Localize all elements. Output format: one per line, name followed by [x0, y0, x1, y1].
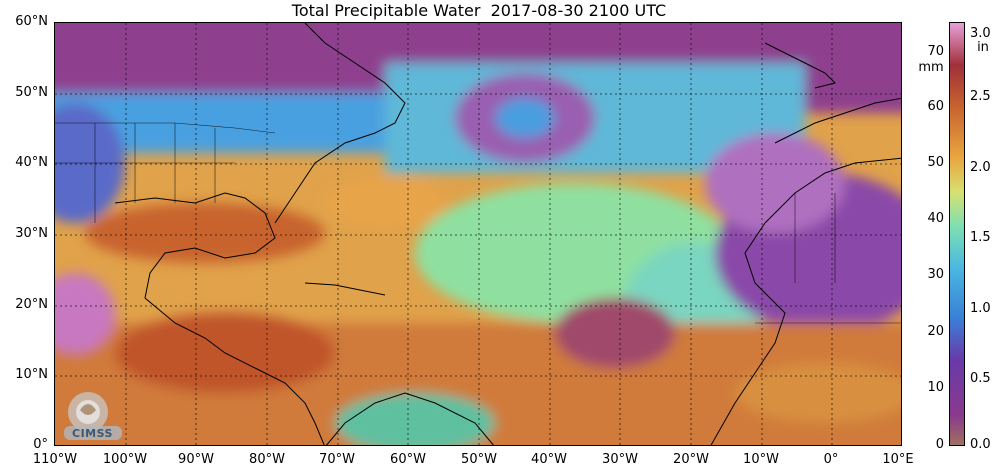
lon-label: 50°W [461, 452, 497, 467]
lon-label: 70°W [319, 452, 355, 467]
lon-label: 40°W [531, 452, 567, 467]
in-tick: 1.5 [970, 230, 991, 245]
cimss-logo-icon [64, 392, 122, 440]
lat-label: 40°N [15, 155, 48, 170]
mm-tick: 50 [927, 155, 944, 170]
lat-label: 0° [33, 437, 48, 452]
lon-label: 90°W [178, 452, 214, 467]
in-unit-label: in [977, 40, 989, 55]
lon-label: 10°E [882, 452, 914, 467]
lon-label: 10°W [743, 452, 779, 467]
lon-label: 110°W [32, 452, 78, 467]
mm-unit-label: mm [918, 60, 944, 75]
in-tick: 2.0 [970, 160, 991, 175]
in-tick: 2.5 [970, 89, 991, 104]
lon-label: 60°W [390, 452, 426, 467]
mm-tick: 10 [927, 380, 944, 395]
lat-label: 20°N [15, 297, 48, 312]
lon-label: 100°W [102, 452, 148, 467]
lon-label: 20°W [673, 452, 709, 467]
in-tick: 0.0 [970, 437, 991, 452]
lat-label: 30°N [15, 226, 48, 241]
in-tick: 3.0 [970, 26, 991, 41]
tpw-field [55, 23, 901, 445]
map-title: Total Precipitable Water 2017-08-30 2100… [291, 1, 667, 20]
lon-label: 80°W [249, 452, 285, 467]
lon-label: 30°W [602, 452, 638, 467]
colorbar [949, 22, 965, 446]
tpw-map [54, 22, 902, 446]
logo-text: CIMSS [72, 427, 113, 440]
lat-label: 50°N [15, 85, 48, 100]
mm-tick: 40 [927, 211, 944, 226]
mm-tick: 30 [927, 267, 944, 282]
mm-tick: 70 [927, 44, 944, 59]
in-tick: 0.5 [970, 371, 991, 386]
mm-tick: 60 [927, 99, 944, 114]
lat-label: 60°N [15, 14, 48, 29]
mm-tick: 20 [927, 324, 944, 339]
lat-label: 10°N [15, 367, 48, 382]
in-tick: 1.0 [970, 301, 991, 316]
mm-tick: 0 [935, 437, 944, 452]
lon-label: 0° [823, 452, 839, 467]
